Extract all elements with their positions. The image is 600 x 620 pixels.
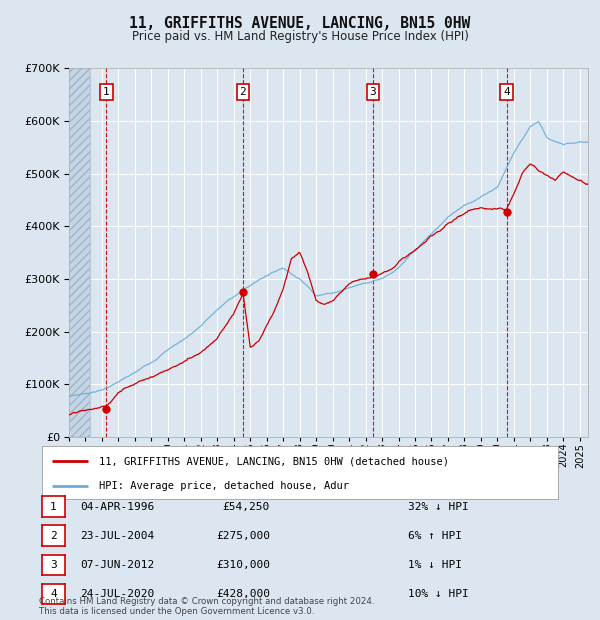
Text: 32% ↓ HPI: 32% ↓ HPI	[408, 502, 469, 512]
Text: Price paid vs. HM Land Registry's House Price Index (HPI): Price paid vs. HM Land Registry's House …	[131, 30, 469, 43]
Text: HPI: Average price, detached house, Adur: HPI: Average price, detached house, Adur	[99, 481, 349, 491]
Text: 6% ↑ HPI: 6% ↑ HPI	[408, 531, 462, 541]
Text: 4: 4	[503, 87, 510, 97]
Text: £310,000: £310,000	[216, 560, 270, 570]
Bar	[69, 68, 91, 437]
Text: 1: 1	[50, 502, 57, 512]
Text: 2: 2	[50, 531, 57, 541]
Text: 10% ↓ HPI: 10% ↓ HPI	[408, 589, 469, 599]
Text: This data is licensed under the Open Government Licence v3.0.: This data is licensed under the Open Gov…	[39, 606, 314, 616]
Text: 1: 1	[103, 87, 110, 97]
Text: Contains HM Land Registry data © Crown copyright and database right 2024.: Contains HM Land Registry data © Crown c…	[39, 597, 374, 606]
Bar	[69, 68, 91, 437]
Text: 2: 2	[239, 87, 247, 97]
Text: £54,250: £54,250	[223, 502, 270, 512]
Text: 3: 3	[50, 560, 57, 570]
Text: 4: 4	[50, 589, 57, 599]
Text: 24-JUL-2020: 24-JUL-2020	[80, 589, 154, 599]
Text: 04-APR-1996: 04-APR-1996	[80, 502, 154, 512]
Text: £275,000: £275,000	[216, 531, 270, 541]
Text: £428,000: £428,000	[216, 589, 270, 599]
Text: 23-JUL-2004: 23-JUL-2004	[80, 531, 154, 541]
Text: 1% ↓ HPI: 1% ↓ HPI	[408, 560, 462, 570]
Text: 07-JUN-2012: 07-JUN-2012	[80, 560, 154, 570]
Text: 3: 3	[370, 87, 376, 97]
Text: 11, GRIFFITHS AVENUE, LANCING, BN15 0HW (detached house): 11, GRIFFITHS AVENUE, LANCING, BN15 0HW …	[99, 456, 449, 466]
Text: 11, GRIFFITHS AVENUE, LANCING, BN15 0HW: 11, GRIFFITHS AVENUE, LANCING, BN15 0HW	[130, 16, 470, 30]
